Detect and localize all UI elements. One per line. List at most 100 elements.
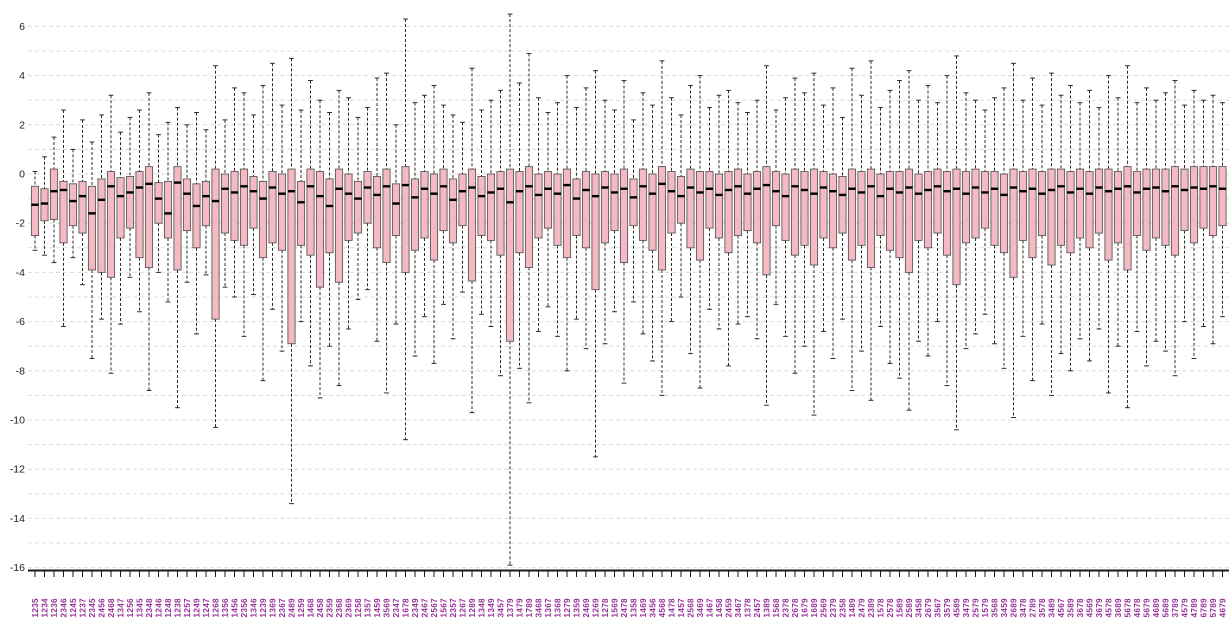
boxplot-box [1180,104,1189,323]
x-tick-label: 1239 [259,598,268,618]
x-tick-label: 5689 [1162,598,1171,618]
x-tick-label: 2379 [829,598,838,618]
x-tick-label: 1389 [763,598,772,618]
boxplot-box [173,107,182,409]
boxplot-box [258,84,268,382]
boxplot-box [781,97,790,337]
boxplot-box [372,77,382,342]
y-axis-labels: 6 4 2 0 -2 -4 -6 -8 -10 -12 -14 -16 [10,21,25,574]
boxplot-box [619,80,629,384]
boxplot-box [1123,65,1132,409]
x-tick-label: 3457 [497,598,506,618]
boxplot-box [828,87,838,359]
x-tick-label: 2479 [858,598,867,618]
x-tick-label: 1369 [269,598,278,618]
x-tick-label: 2568 [687,598,696,618]
x-tick-label: 2569 [820,598,829,618]
x-tick-label: 1256 [126,598,135,618]
x-tick-label: 1456 [231,598,240,618]
x-tick-label: 4568 [658,598,667,618]
boxplot-box [638,92,648,335]
boxplot-box [800,92,809,347]
boxplot-box [838,116,847,320]
x-tick-label: 4689 [1152,598,1161,618]
x-tick-label: 2367 [278,598,287,618]
gridlines [28,25,1231,569]
x-tick-label: 2345 [88,598,97,618]
boxplot-box [106,94,116,374]
x-tick-label: 3689 [1114,598,1123,618]
x-tick-label: 1267 [459,598,468,618]
x-tick-label: 2467 [421,598,430,618]
x-tick-label: 3567 [934,598,943,618]
x-tick-label: 1579 [981,598,990,618]
boxplot-box [220,119,230,288]
boxplot-box [1018,99,1028,337]
x-tick-label: 1378 [744,598,753,618]
x-tick-label: 1269 [592,598,601,618]
x-tick-label: 2689 [1010,598,1019,618]
boxplot-box [68,148,78,259]
boxplot-box [667,97,676,323]
boxplot-box [211,65,220,428]
x-tick-label: 2589 [905,598,914,618]
boxplot-box [287,57,296,505]
x-tick-label: 2679 [924,598,933,618]
x-tick-label: 1679 [801,598,810,618]
boxplot-box [904,70,914,411]
x-tick-label: 1348 [478,598,487,618]
boxplot-box [942,75,952,387]
boxplot-box [505,13,515,566]
x-tick-label: 1268 [212,598,221,618]
boxplot-box [1189,89,1199,359]
boxplot-box [448,114,458,340]
boxplot-box [857,94,866,352]
x-tick-label: 2368 [335,598,344,618]
y-tick-label: 2 [19,119,25,131]
boxplot-box [296,109,306,323]
boxplot-box [705,107,714,310]
boxplot-box [933,102,942,323]
boxplot-box [1047,72,1056,396]
x-tick-label: 1234 [41,598,50,618]
x-tick-label: 1235 [31,598,40,618]
x-tick-label: 2456 [98,598,107,618]
x-tick-label: 2348 [145,598,154,618]
boxplot-box [581,87,591,350]
y-tick-label: 4 [19,70,25,82]
x-tick-label: 2378 [782,598,791,618]
boxplot-box [78,119,87,286]
x-tick-label: 1279 [563,598,572,618]
boxplot-box [895,80,904,379]
x-tick-label: 3468 [535,598,544,618]
x-tick-label: 3568 [991,598,1000,618]
y-tick-label: 6 [19,21,25,33]
boxplot-box [477,109,486,315]
x-tick-label: 2489 [288,598,297,618]
x-tick-label: 1358 [630,598,639,618]
boxplot-box [277,104,287,352]
x-tick-label: 1356 [221,598,230,618]
boxplot-box [1085,89,1094,362]
boxplot-box [1037,104,1047,325]
x-tick-label: 3456 [649,598,658,618]
x-tick-label: 1478 [668,598,677,618]
boxplot-box [1208,94,1218,345]
boxplot-box [724,89,733,367]
boxplot-box [572,107,581,320]
x-tick-label: 2579 [972,598,981,618]
x-tick-label: 1359 [573,598,582,618]
x-tick-label: 5678 [1124,598,1133,618]
x-tick-label: 1245 [69,598,78,618]
boxplot-box [40,156,49,256]
boxplot-box [961,92,971,350]
boxplot-box [163,121,173,303]
boxplot-box [125,116,135,278]
x-tick-label: 5679 [1143,598,1152,618]
boxplot-box [847,67,857,391]
boxplot-box [49,136,59,264]
boxplot-box [410,102,420,357]
x-tick-label: 1489 [848,598,857,618]
boxplot-box [334,89,344,387]
boxplot-box [429,84,439,364]
